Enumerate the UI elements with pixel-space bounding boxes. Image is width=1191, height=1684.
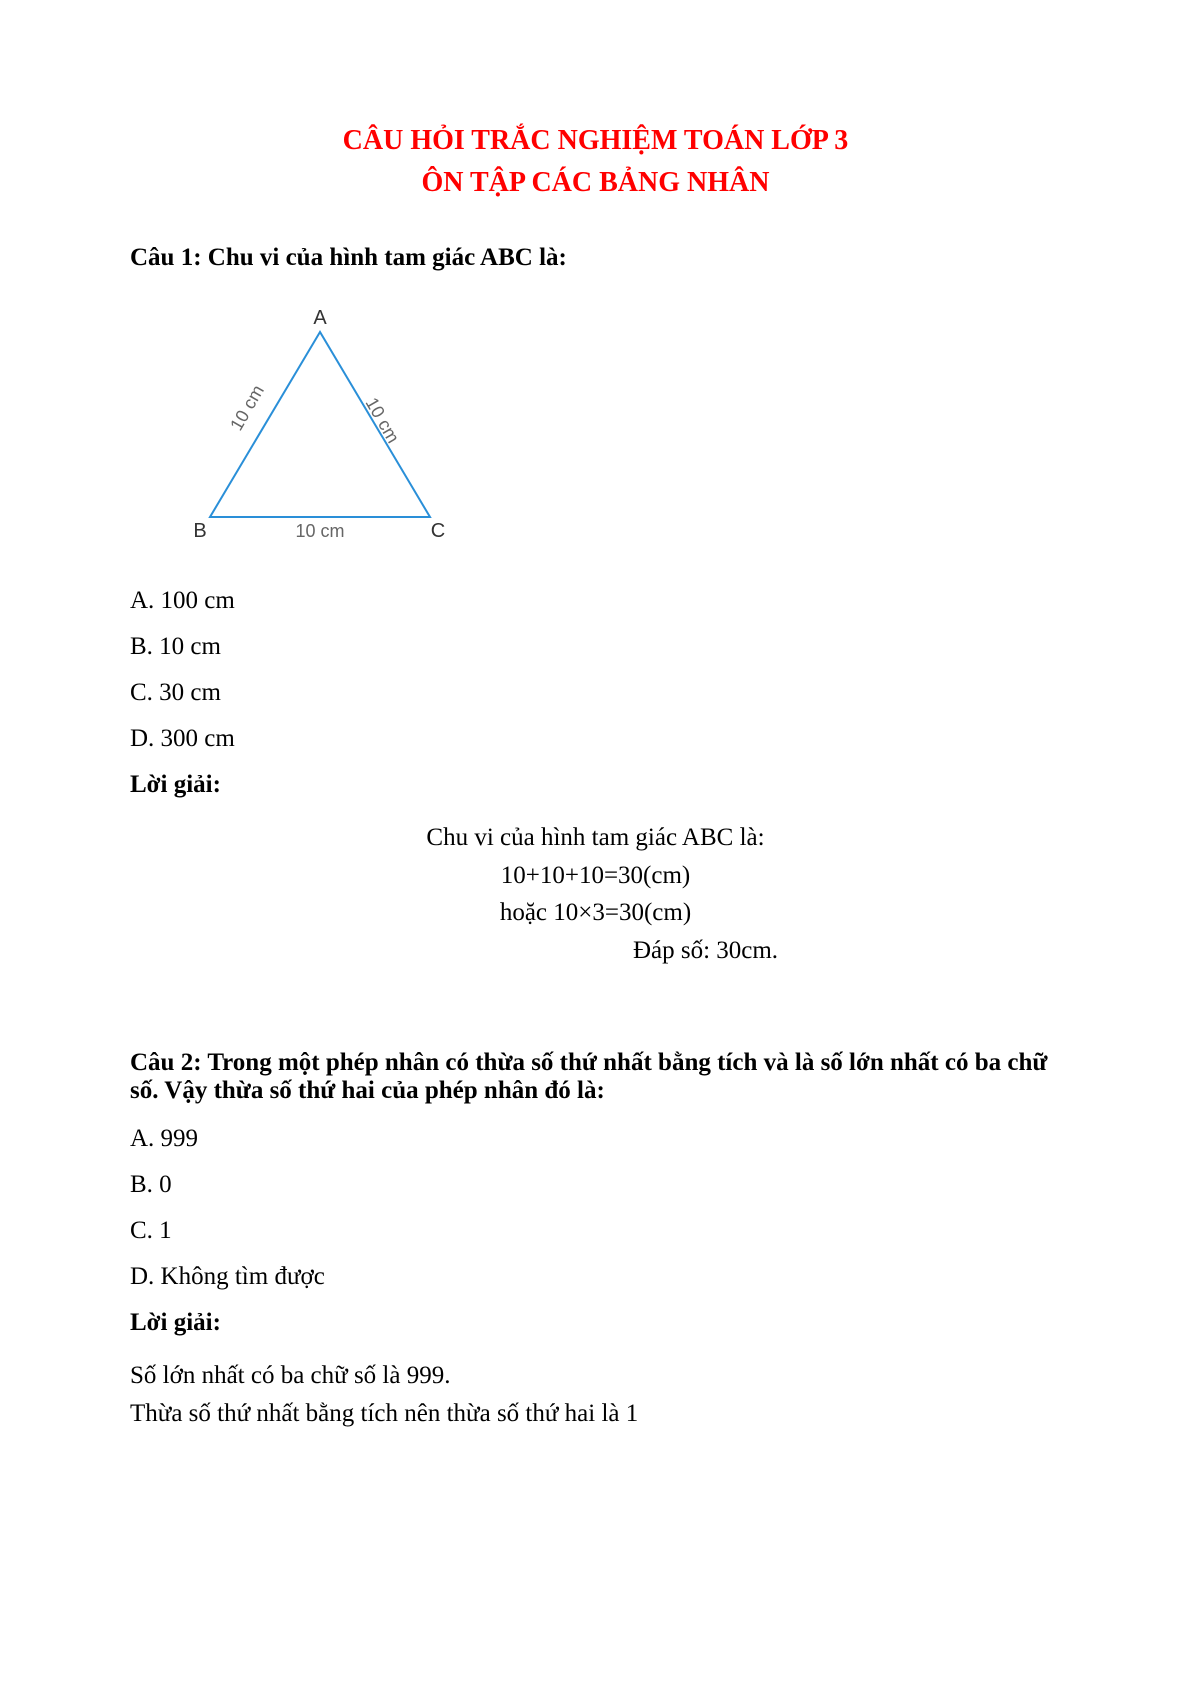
q1-sol-line4: Đáp số: 30cm. [130, 932, 1061, 970]
q2-solution-body: Số lớn nhất có ba chữ số là 999. Thừa số… [130, 1357, 1061, 1432]
side-AB-label: 10 cm [226, 382, 268, 434]
q1-option-a: A. 100 cm [130, 587, 1061, 615]
q1-options: A. 100 cm B. 10 cm C. 30 cm D. 300 cm [130, 587, 1061, 753]
q2-option-b: B. 0 [130, 1171, 1061, 1199]
side-BC-label: 10 cm [295, 521, 344, 541]
q2-sol-line2: Thừa số thứ nhất bằng tích nên thừa số t… [130, 1395, 1061, 1433]
q1-solution-body: Chu vi của hình tam giác ABC là: 10+10+1… [130, 819, 1061, 969]
title-line-2: ÔN TẬP CÁC BẢNG NHÂN [130, 162, 1061, 204]
vertex-A-label: A [313, 307, 327, 329]
side-AC-label: 10 cm [362, 394, 404, 446]
q1-sol-line1: Chu vi của hình tam giác ABC là: [130, 819, 1061, 857]
vertex-C-label: C [431, 520, 445, 542]
q1-option-d: D. 300 cm [130, 725, 1061, 753]
q1-option-b: B. 10 cm [130, 633, 1061, 661]
q2-option-c: C. 1 [130, 1217, 1061, 1245]
title-block: CÂU HỎI TRẮC NGHIỆM TOÁN LỚP 3 ÔN TẬP CÁ… [130, 120, 1061, 204]
q1-prompt: Câu 1: Chu vi của hình tam giác ABC là: [130, 244, 1061, 272]
q2-options: A. 999 B. 0 C. 1 D. Không tìm được [130, 1125, 1061, 1291]
vertex-B-label: B [193, 520, 206, 542]
q2-sol-line1: Số lớn nhất có ba chữ số là 999. [130, 1357, 1061, 1395]
page: CÂU HỎI TRẮC NGHIỆM TOÁN LỚP 3 ÔN TẬP CÁ… [0, 0, 1191, 1432]
q1-triangle-figure: A B C 10 cm 10 cm 10 cm [170, 302, 1061, 557]
title-line-1: CÂU HỎI TRẮC NGHIỆM TOÁN LỚP 3 [130, 120, 1061, 162]
triangle-svg: A B C 10 cm 10 cm 10 cm [170, 302, 470, 552]
q1-sol-line3: hoặc 10×3=30(cm) [130, 894, 1061, 932]
q1-solution-label: Lời giải: [130, 771, 1061, 799]
q2-prompt: Câu 2: Trong một phép nhân có thừa số th… [130, 1049, 1061, 1105]
q2-option-d: D. Không tìm được [130, 1263, 1061, 1291]
q1-option-c: C. 30 cm [130, 679, 1061, 707]
q1-sol-line2: 10+10+10=30(cm) [130, 857, 1061, 895]
q2-solution-label: Lời giải: [130, 1309, 1061, 1337]
q2-option-a: A. 999 [130, 1125, 1061, 1153]
